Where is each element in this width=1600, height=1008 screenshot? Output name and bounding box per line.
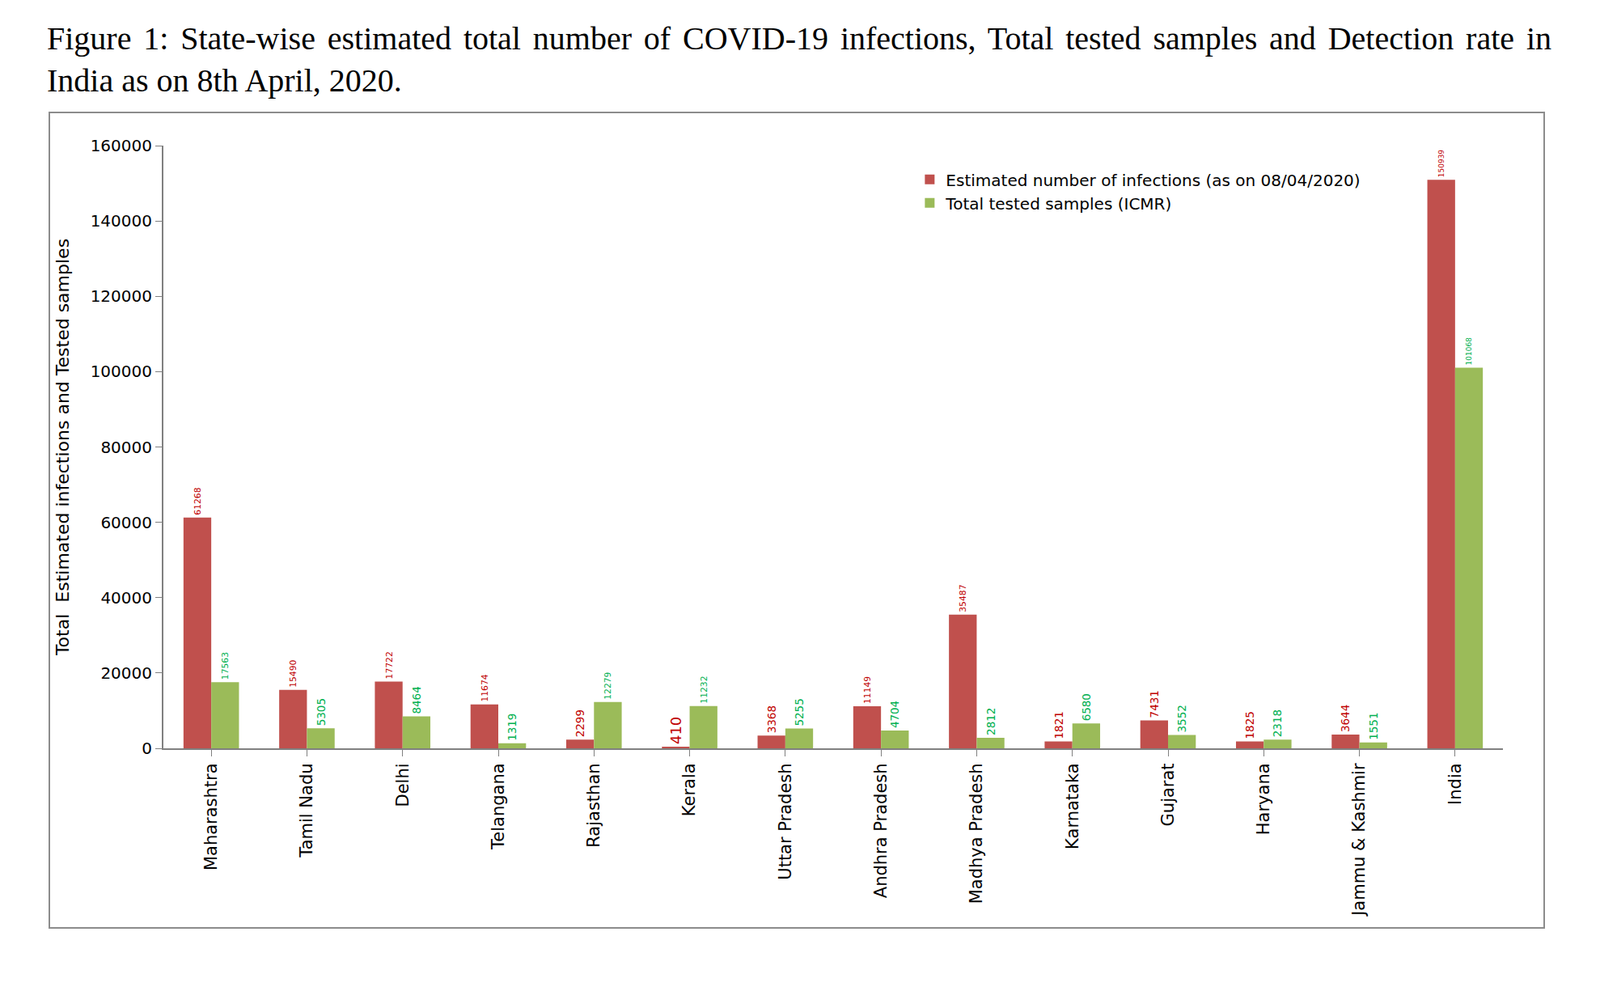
- svg-text:3552: 3552: [1175, 704, 1189, 733]
- svg-text:5255: 5255: [792, 698, 806, 726]
- svg-text:410: 410: [667, 716, 685, 745]
- svg-text:100000: 100000: [90, 361, 153, 381]
- svg-text:Telangana: Telangana: [488, 762, 508, 851]
- svg-text:3644: 3644: [1338, 704, 1352, 733]
- svg-text:140000: 140000: [90, 211, 153, 231]
- svg-text:60000: 60000: [100, 512, 153, 533]
- svg-text:1825: 1825: [1243, 711, 1257, 739]
- svg-text:1551: 1551: [1367, 711, 1380, 740]
- svg-text:0: 0: [141, 738, 153, 758]
- svg-text:Delhi: Delhi: [393, 762, 413, 807]
- svg-text:2299: 2299: [573, 709, 587, 737]
- svg-text:12279: 12279: [602, 671, 614, 699]
- svg-text:8464: 8464: [410, 685, 424, 714]
- svg-text:11232: 11232: [698, 675, 710, 703]
- svg-text:17722: 17722: [384, 651, 395, 679]
- svg-text:40000: 40000: [100, 588, 153, 608]
- svg-text:4704: 4704: [888, 700, 902, 729]
- svg-text:11149: 11149: [862, 676, 873, 704]
- svg-text:6580: 6580: [1079, 693, 1093, 721]
- svg-text:160000: 160000: [90, 135, 153, 156]
- svg-text:5305: 5305: [314, 698, 328, 726]
- svg-text:61268: 61268: [192, 486, 204, 515]
- svg-text:101068: 101068: [1464, 337, 1474, 366]
- svg-text:17563: 17563: [220, 651, 231, 680]
- svg-text:Uttar Pradesh: Uttar Pradesh: [775, 762, 796, 880]
- svg-text:20000: 20000: [100, 663, 153, 683]
- svg-text:Tamil Nadu: Tamil Nadu: [296, 762, 317, 858]
- svg-text:Total Estimated infections an: Total Estimated infections and Tested sa…: [52, 238, 73, 657]
- svg-text:7431: 7431: [1147, 689, 1161, 718]
- svg-text:Madhya Pradesh: Madhya Pradesh: [966, 762, 987, 904]
- svg-text:Jammu & Kashmir: Jammu & Kashmir: [1349, 762, 1369, 918]
- svg-text:Karnataka: Karnataka: [1062, 762, 1083, 849]
- svg-text:1821: 1821: [1052, 711, 1066, 739]
- svg-text:80000: 80000: [100, 437, 153, 458]
- svg-text:Maharashtra: Maharashtra: [201, 762, 221, 871]
- svg-text:2318: 2318: [1270, 709, 1284, 737]
- svg-text:3368: 3368: [765, 705, 779, 733]
- svg-text:Rajasthan: Rajasthan: [584, 762, 604, 847]
- svg-text:11674: 11674: [479, 673, 491, 702]
- svg-text:India: India: [1445, 762, 1465, 805]
- svg-text:1319: 1319: [505, 713, 519, 741]
- svg-text:Kerala: Kerala: [679, 762, 699, 817]
- svg-text:Haryana: Haryana: [1253, 762, 1274, 835]
- svg-text:Estimated number of infections: Estimated number of infections (as on 08…: [945, 170, 1360, 191]
- svg-text:Total tested samples (ICMR): Total tested samples (ICMR): [944, 194, 1172, 214]
- svg-text:120000: 120000: [90, 286, 153, 306]
- html-text:Figure 1: State-wise estimated: Figure 1: State-wise estimated total num…: [46, 20, 1552, 99]
- svg-text:15490: 15490: [287, 659, 299, 687]
- svg-text:Andhra Pradesh: Andhra Pradesh: [871, 762, 891, 898]
- svg-text:150939: 150939: [1437, 149, 1446, 178]
- svg-text:35487: 35487: [957, 584, 969, 612]
- svg-text:2812: 2812: [984, 707, 998, 736]
- svg-text:Gujarat: Gujarat: [1158, 762, 1178, 826]
